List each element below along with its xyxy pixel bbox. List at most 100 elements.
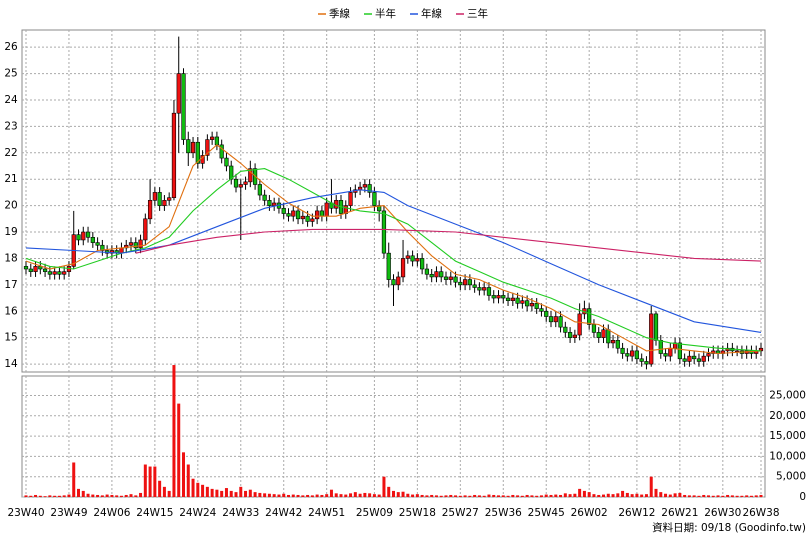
volume-bar xyxy=(735,495,739,497)
volume-bar xyxy=(535,495,539,497)
candle-body xyxy=(515,297,520,304)
volume-bar xyxy=(511,494,515,497)
volume-bar xyxy=(487,494,491,497)
volume-bar xyxy=(745,495,749,497)
candle-body xyxy=(171,112,177,198)
volume-bar xyxy=(248,489,252,497)
volume-bar xyxy=(306,494,310,497)
candle-body xyxy=(634,350,640,360)
candle-body xyxy=(491,295,496,299)
volume-bar xyxy=(349,493,353,497)
volume-bar xyxy=(372,494,376,497)
x-tick-label: 26W30 xyxy=(704,507,741,519)
candle-body xyxy=(477,287,482,291)
candle-body xyxy=(81,231,86,241)
candle-body xyxy=(458,281,463,286)
candle-body xyxy=(224,157,229,167)
candle-body xyxy=(620,347,625,354)
volume-bar xyxy=(516,495,520,497)
candle-body xyxy=(639,358,644,362)
candle-body xyxy=(133,242,138,249)
volume-bar xyxy=(96,494,100,497)
y-tick-label: 14 xyxy=(4,358,18,370)
price-panel xyxy=(21,29,766,373)
volume-bar xyxy=(267,493,271,497)
volume-bar xyxy=(740,495,744,497)
x-tick-label: 25W36 xyxy=(485,507,522,519)
volume-bar xyxy=(277,494,281,497)
volume-bar xyxy=(678,492,682,497)
volume-bar xyxy=(597,494,601,497)
candle-body xyxy=(95,242,100,246)
candle-body xyxy=(281,207,286,214)
volume-bar xyxy=(654,488,658,497)
volume-bar xyxy=(434,495,438,497)
volume-bar xyxy=(668,494,672,497)
y-tick-label: 17 xyxy=(4,279,17,291)
x-tick-label: 24W06 xyxy=(93,507,130,519)
candle-body xyxy=(128,242,134,246)
candle-body xyxy=(529,303,535,307)
volume-bar xyxy=(368,493,372,497)
volume-bar xyxy=(34,494,38,497)
candle-body xyxy=(625,353,630,357)
volume-bar xyxy=(468,495,472,497)
candle-body xyxy=(214,136,220,146)
volume-bar xyxy=(606,493,610,497)
candle-body xyxy=(725,347,730,352)
candle-body xyxy=(405,255,410,259)
candle-body xyxy=(692,355,697,360)
volume-bar xyxy=(38,495,42,497)
x-tick-label: 24W42 xyxy=(265,507,302,519)
volume-bar xyxy=(105,494,109,497)
volume-bar xyxy=(640,494,644,497)
volume-bar xyxy=(463,495,467,497)
volume-bar xyxy=(29,495,33,497)
candle-body xyxy=(315,210,320,220)
candle-body xyxy=(381,210,387,254)
candle-body xyxy=(658,340,663,354)
volume-bar xyxy=(616,493,620,497)
volume-bar xyxy=(707,495,710,497)
volume-bar xyxy=(587,492,591,497)
candle-body xyxy=(501,295,506,299)
volume-bar xyxy=(110,494,114,497)
volume-bar xyxy=(520,495,524,497)
volume-bar xyxy=(210,488,214,497)
volume-bar xyxy=(363,492,367,497)
y-tick-label: 15 xyxy=(4,332,17,344)
candle-body xyxy=(606,329,611,344)
candle-body xyxy=(687,355,692,362)
x-tick-label: 26W02 xyxy=(571,507,608,519)
volume-bar xyxy=(716,495,720,497)
candle-body xyxy=(520,300,525,304)
moving-average-line xyxy=(25,144,762,355)
volume-bar xyxy=(473,494,477,497)
candle-body xyxy=(644,361,649,365)
candle-body xyxy=(572,334,577,338)
volume-bar xyxy=(415,494,419,497)
volume-bar xyxy=(430,494,434,497)
volume-tick-label: 5,000 xyxy=(776,471,806,483)
volume-bar xyxy=(301,495,305,497)
candle-body xyxy=(420,258,425,270)
candle-body xyxy=(386,252,391,280)
volume-bar xyxy=(602,494,605,497)
candle-body xyxy=(257,184,262,196)
volume-bar xyxy=(334,493,338,497)
volume-bar xyxy=(749,495,753,497)
candle-body xyxy=(190,141,196,154)
candle-body xyxy=(319,210,325,217)
volume-bar xyxy=(186,464,190,497)
volume-bar xyxy=(563,493,567,497)
volume-bar xyxy=(315,494,319,497)
x-tick-label: 25W09 xyxy=(356,507,393,519)
candle-body xyxy=(186,139,191,154)
candle-body xyxy=(443,276,449,280)
volume-bar xyxy=(559,494,563,497)
y-tick-label: 24 xyxy=(4,94,18,106)
y-tick-label: 18 xyxy=(4,252,17,264)
volume-tick-label: 10,000 xyxy=(769,450,806,462)
candle-body xyxy=(57,271,62,275)
candle-body xyxy=(663,353,668,357)
